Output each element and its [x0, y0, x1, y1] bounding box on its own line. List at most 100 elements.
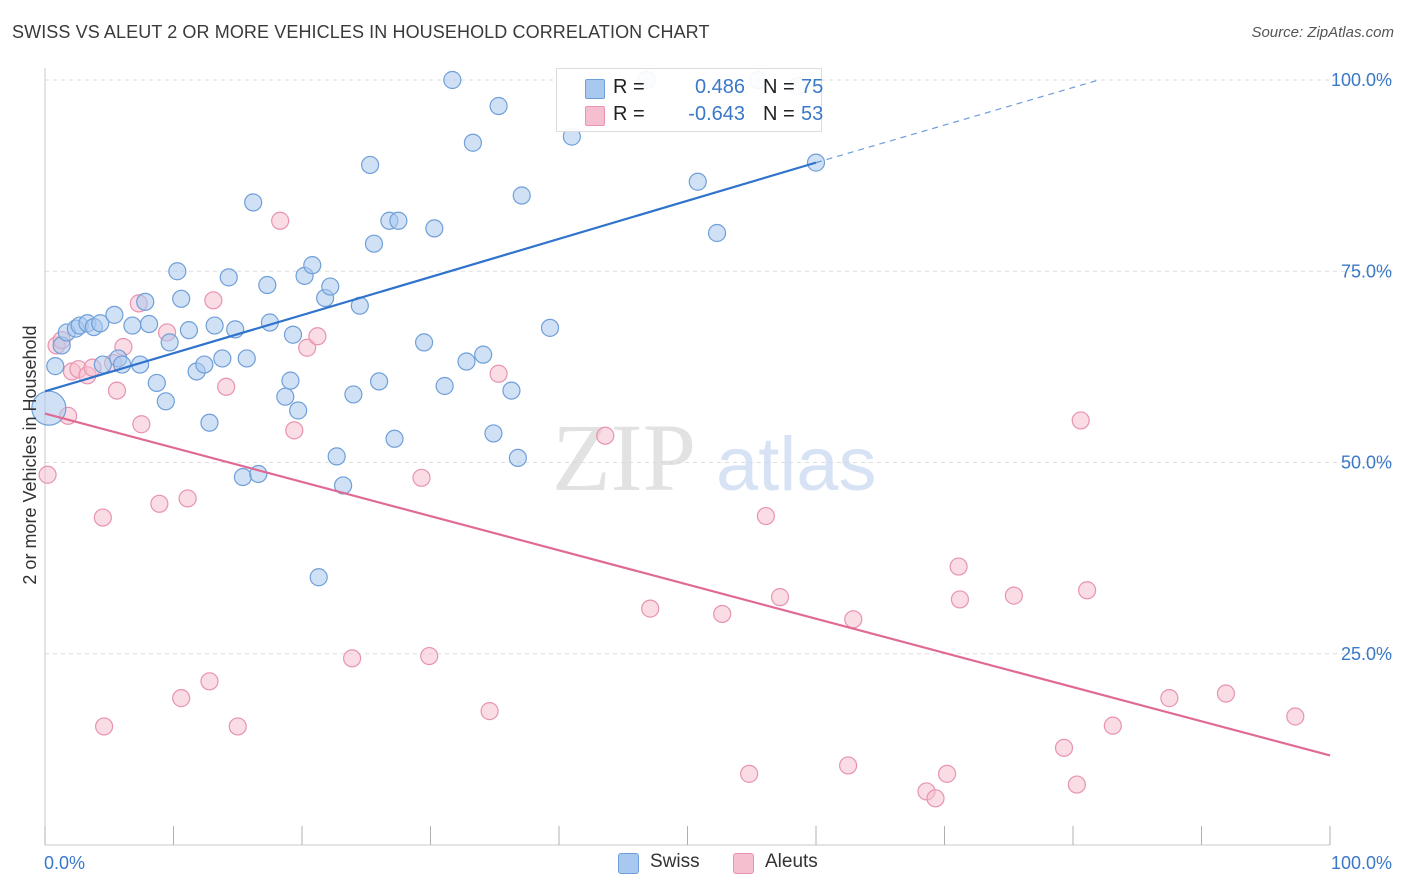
swiss-point — [385, 429, 404, 448]
aleut-swatch — [585, 106, 605, 126]
swiss-point — [484, 424, 503, 443]
aleut-point — [308, 327, 327, 346]
aleut-trend-line — [44, 412, 1331, 757]
aleut-point — [204, 291, 223, 310]
swiss-point — [321, 277, 340, 296]
swiss-point — [457, 352, 476, 371]
swiss-point — [283, 325, 303, 344]
swiss-point — [105, 305, 124, 324]
swiss-point — [160, 333, 179, 352]
swiss-point — [276, 387, 295, 406]
aleut-point — [950, 590, 970, 609]
aleut-point — [1078, 581, 1097, 600]
swiss-point — [502, 381, 521, 400]
swiss-point — [389, 211, 408, 230]
swiss-point — [179, 321, 199, 340]
swiss-legend-swatch — [618, 853, 639, 874]
aleut-point — [1103, 716, 1122, 735]
swiss-swatch — [585, 79, 605, 99]
aleut-legend-label: Aleuts — [765, 851, 818, 872]
aleut-n-value: 53 — [801, 103, 824, 125]
aleut-point — [1160, 689, 1179, 708]
swiss-point — [688, 172, 707, 191]
aleut-point — [93, 508, 112, 527]
swiss-point — [233, 467, 252, 487]
aleut-point — [271, 211, 290, 230]
swiss-point — [707, 223, 727, 243]
trend-lines — [44, 79, 1331, 757]
aleut-point — [844, 610, 863, 629]
swiss-trend-extension — [815, 79, 1099, 164]
x-tick-label-min: 0.0% — [44, 853, 85, 873]
swiss-point — [508, 448, 527, 468]
swiss-point — [361, 155, 380, 175]
aleut-point — [150, 494, 169, 513]
swiss-point — [244, 193, 263, 212]
swiss-point — [289, 401, 308, 420]
swiss-trend-line — [44, 161, 817, 393]
swiss-point — [147, 373, 166, 393]
swiss-n-label: N = — [763, 76, 795, 98]
swiss-point — [512, 186, 531, 205]
aleut-point — [298, 338, 317, 357]
swiss-point — [156, 392, 175, 411]
swiss-point — [205, 316, 224, 335]
swiss-point — [136, 292, 155, 311]
y-axis-label: 2 or more Vehicles in Household — [20, 325, 40, 584]
aleut-r-label: R = — [613, 103, 645, 125]
swiss-point — [281, 371, 300, 390]
aleut-point — [107, 381, 127, 400]
aleut-point — [641, 599, 660, 618]
aleut-point — [596, 426, 615, 445]
y-tick-label: 100.0% — [1331, 70, 1392, 90]
swiss-point — [443, 70, 462, 90]
swiss-point — [370, 372, 389, 391]
aleut-point — [200, 672, 219, 691]
aleut-point — [926, 789, 945, 808]
aleut-point — [949, 557, 968, 576]
aleut-point — [95, 717, 114, 736]
aleut-point — [937, 764, 957, 783]
swiss-point — [91, 314, 110, 333]
aleut-point — [1067, 775, 1086, 794]
aleut-point — [713, 604, 732, 624]
swiss-point — [309, 568, 328, 587]
y-tick-label: 50.0% — [1341, 453, 1392, 473]
aleut-point — [839, 756, 858, 775]
swiss-point — [237, 349, 256, 368]
swiss-point — [123, 316, 142, 335]
swiss-point — [435, 376, 454, 396]
swiss-point — [474, 345, 493, 364]
aleut-point — [1286, 707, 1305, 726]
aleut-point — [285, 421, 304, 440]
swiss-point — [93, 355, 112, 374]
aleut-point — [38, 465, 57, 484]
swiss-point — [195, 355, 214, 374]
aleut-point — [1216, 684, 1236, 703]
aleut-n-label: N = — [763, 103, 795, 125]
watermark-atlas: atlas — [716, 422, 877, 507]
source-label: Source: ZipAtlas.com — [1251, 24, 1394, 41]
swiss-point — [364, 234, 384, 253]
swiss-point — [327, 447, 346, 466]
swiss-point — [46, 357, 65, 376]
swiss-point — [303, 256, 322, 275]
swiss-point — [425, 219, 444, 238]
watermark-zip: ZIP — [552, 404, 696, 511]
y-tick-label: 75.0% — [1341, 261, 1392, 281]
aleut-point — [343, 649, 362, 668]
aleut-point — [1054, 738, 1074, 757]
swiss-legend-label: Swiss — [650, 851, 700, 872]
aleut-point — [178, 489, 197, 508]
swiss-point — [219, 268, 238, 287]
aleut-point — [756, 506, 775, 526]
tick-labels: 25.0% 50.0% 75.0% 100.0% 0.0% 100.0% — [44, 70, 1392, 873]
swiss-r-label: R = — [613, 76, 645, 98]
correlation-legend: R = 0.486 N = 75 R = -0.643 N = 53 — [556, 68, 824, 132]
aleut-legend-swatch — [733, 853, 754, 874]
aleut-point — [412, 468, 431, 487]
aleut-point — [420, 646, 439, 666]
swiss-point — [168, 262, 187, 281]
watermark: ZIP atlas — [552, 404, 877, 511]
